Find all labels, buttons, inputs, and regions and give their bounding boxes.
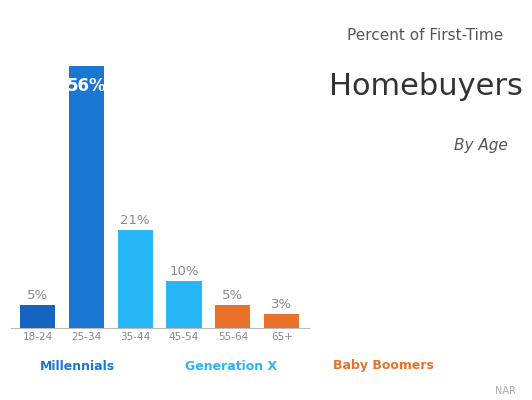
Text: Homebuyers: Homebuyers <box>329 72 522 101</box>
Text: 21%: 21% <box>120 214 150 227</box>
Bar <box>69 66 104 328</box>
Bar <box>264 314 300 328</box>
Text: By Age: By Age <box>454 138 508 153</box>
Text: 56%: 56% <box>66 77 106 95</box>
Text: Percent of First-Time: Percent of First-Time <box>347 28 504 43</box>
Text: 10%: 10% <box>169 265 199 278</box>
Text: Millennials: Millennials <box>39 360 115 372</box>
Text: 5%: 5% <box>27 289 48 302</box>
Text: 5%: 5% <box>222 289 244 302</box>
Bar <box>118 230 153 328</box>
Text: 3%: 3% <box>271 298 292 311</box>
Bar <box>167 281 202 328</box>
Text: Baby Boomers: Baby Boomers <box>332 360 434 372</box>
Bar <box>20 304 55 328</box>
Text: NAR: NAR <box>495 386 516 396</box>
Text: Generation X: Generation X <box>185 360 278 372</box>
Bar <box>215 304 251 328</box>
